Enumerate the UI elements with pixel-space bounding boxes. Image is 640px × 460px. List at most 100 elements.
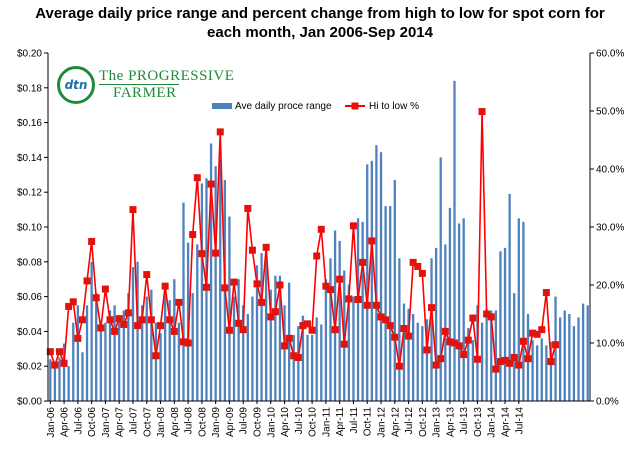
bar xyxy=(499,251,502,401)
x-tick-label: Apr-08 xyxy=(170,407,181,437)
dtn-logo-badge: dtn xyxy=(57,66,95,104)
legend: Ave daily proce range Hi to low % xyxy=(212,101,419,112)
line-marker xyxy=(55,348,63,356)
line-marker xyxy=(496,358,504,366)
bar-series xyxy=(49,80,589,402)
x-tick-label: Apr-06 xyxy=(60,407,71,437)
bar xyxy=(370,160,373,401)
line-marker xyxy=(170,327,178,335)
line-marker xyxy=(391,333,399,341)
line-marker xyxy=(529,329,537,337)
x-tick-label: Apr-09 xyxy=(225,407,236,437)
bar xyxy=(453,80,456,401)
y-right-tick-label: 30.0% xyxy=(596,223,624,234)
x-tick-label: Oct-13 xyxy=(473,407,484,437)
bar xyxy=(196,244,199,401)
line-marker xyxy=(395,362,403,370)
line-marker xyxy=(437,355,445,363)
line-marker xyxy=(519,337,527,345)
bar xyxy=(338,240,341,401)
logo-rule xyxy=(99,84,179,85)
line-marker xyxy=(455,342,463,350)
y-left-tick-label: $0.10 xyxy=(17,223,42,234)
bar xyxy=(251,296,254,401)
line-marker xyxy=(175,298,183,306)
line-marker xyxy=(285,334,293,342)
bar xyxy=(191,293,194,401)
x-tick-label: Jan-06 xyxy=(46,407,57,438)
bar xyxy=(85,305,89,401)
line-marker xyxy=(83,277,91,285)
bar xyxy=(141,305,144,401)
y-left-tick-label: $0.20 xyxy=(17,49,42,60)
bar xyxy=(274,275,277,401)
bar xyxy=(549,341,553,401)
line-marker xyxy=(326,286,334,294)
bar xyxy=(283,305,286,401)
bar xyxy=(467,327,470,401)
bar xyxy=(439,157,442,401)
line-marker xyxy=(253,280,261,288)
bar xyxy=(407,308,410,401)
x-tick-label: Oct-06 xyxy=(87,407,98,437)
y-left-tick-label: $0.12 xyxy=(17,188,42,199)
bar xyxy=(421,326,424,401)
line-marker xyxy=(143,271,151,279)
bar xyxy=(72,322,75,401)
bar xyxy=(531,340,534,401)
bar xyxy=(67,366,70,401)
line-marker xyxy=(115,315,123,323)
line-marker xyxy=(267,313,275,321)
line-marker xyxy=(441,327,449,335)
line-marker xyxy=(368,237,376,245)
bar xyxy=(536,345,539,401)
bar xyxy=(434,247,438,401)
line-marker xyxy=(331,326,339,334)
bar xyxy=(173,279,176,401)
bar xyxy=(297,326,300,401)
x-tick-label: Apr-07 xyxy=(115,407,126,437)
bar xyxy=(246,314,249,401)
x-tick-label: Apr-10 xyxy=(280,407,291,437)
axes: $0.00 $0.02 $0.04 $0.06 $0.08 $0.10 $0.12 $0.14… xyxy=(17,49,624,438)
bar xyxy=(361,221,364,401)
line-marker xyxy=(134,322,142,330)
x-tick-label: Oct-12 xyxy=(418,407,429,437)
bar xyxy=(545,345,548,401)
bar xyxy=(384,206,387,401)
bar xyxy=(232,296,236,401)
line-marker xyxy=(138,316,146,324)
bar xyxy=(301,315,305,401)
line-marker xyxy=(161,282,169,290)
line-marker xyxy=(308,326,316,334)
bar xyxy=(228,216,231,401)
line-marker xyxy=(97,324,105,332)
bar xyxy=(540,338,543,401)
line-marker xyxy=(60,359,68,367)
x-tick-label: Jul-09 xyxy=(239,407,250,435)
x-tick-label: Jul-10 xyxy=(294,407,305,435)
logo-word-farmer: FARMER xyxy=(113,85,177,101)
bar xyxy=(265,256,268,401)
legend-line-marker xyxy=(351,102,359,110)
line-marker xyxy=(294,354,302,361)
line-marker xyxy=(258,298,266,306)
bar xyxy=(76,305,80,401)
bar xyxy=(145,296,148,401)
chart-title-line-2: each month, Jan 2006-Sep 2014 xyxy=(207,24,433,41)
bar xyxy=(159,333,162,401)
line-marker xyxy=(299,322,307,330)
bar xyxy=(577,317,580,401)
line-marker xyxy=(166,316,174,324)
bar xyxy=(379,152,383,401)
bar xyxy=(568,314,571,401)
line-marker xyxy=(547,358,555,366)
y-left-tick-label: $0.00 xyxy=(17,397,42,408)
line-marker xyxy=(276,281,284,289)
line-marker xyxy=(354,296,362,303)
line-marker xyxy=(212,249,220,257)
line-marker xyxy=(202,283,210,291)
line-marker xyxy=(248,246,256,254)
line-marker xyxy=(317,225,325,233)
y-left-tick-label: $0.06 xyxy=(17,292,42,303)
